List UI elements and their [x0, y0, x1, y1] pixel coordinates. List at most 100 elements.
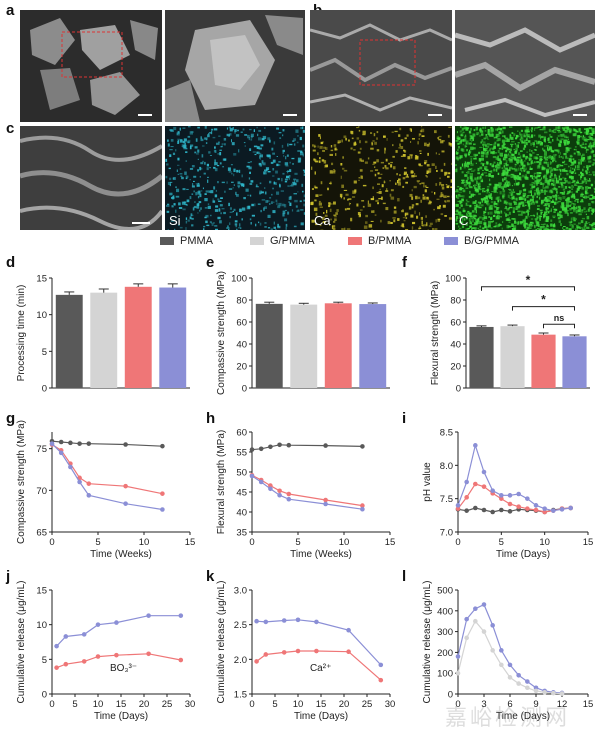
eds-speck: [549, 175, 552, 179]
eds-speck: [494, 225, 497, 227]
eds-speck: [524, 160, 526, 162]
data-point: [268, 483, 273, 488]
eds-speck: [351, 131, 354, 135]
eds-speck: [480, 130, 484, 133]
eds-speck: [205, 220, 208, 224]
eds-speck: [462, 215, 465, 218]
eds-speck: [515, 205, 519, 208]
eds-speck: [525, 201, 527, 203]
eds-speck: [544, 145, 546, 147]
eds-speck: [482, 188, 485, 190]
eds-speck: [557, 217, 561, 220]
data-point: [533, 507, 539, 513]
eds-speck: [440, 140, 444, 144]
eds-speck: [461, 221, 464, 224]
eds-speck: [215, 189, 217, 192]
eds-speck: [541, 135, 544, 139]
eds-speck: [479, 158, 482, 162]
data-point: [58, 439, 64, 445]
eds-speck: [503, 157, 507, 161]
eds-speck: [581, 155, 583, 159]
eds-speck: [381, 196, 383, 200]
eds-speck: [469, 204, 472, 208]
eds-speck: [424, 189, 427, 193]
panel-label-a: a: [6, 2, 15, 19]
eds-speck: [258, 137, 262, 141]
eds-speck: [502, 195, 504, 198]
eds-speck: [200, 167, 203, 170]
eds-speck: [486, 151, 489, 154]
eds-speck: [502, 221, 504, 223]
eds-speck: [494, 201, 496, 205]
eds-speck: [404, 167, 407, 169]
eds-speck: [554, 173, 556, 177]
eds-speck: [202, 160, 204, 163]
eds-speck: [337, 142, 340, 144]
eds-speck: [486, 161, 488, 164]
eds-speck: [584, 178, 588, 181]
eds-speck: [491, 175, 494, 178]
eds-speck: [233, 173, 235, 177]
eds-speck: [456, 196, 460, 199]
eds-speck: [526, 138, 528, 141]
eds-speck: [276, 191, 280, 195]
eds-speck: [562, 188, 566, 191]
eds-speck: [496, 210, 500, 213]
eds-speck: [296, 179, 299, 183]
data-point: [464, 495, 469, 500]
eds-speck: [270, 228, 273, 230]
series-line: [457, 443, 571, 512]
eds-speck: [564, 186, 568, 189]
eds-speck: [399, 143, 401, 147]
eds-speck: [250, 133, 254, 137]
eds-speck: [565, 204, 569, 208]
eds-speck: [504, 135, 506, 138]
eds-speck: [328, 204, 331, 208]
data-point: [258, 446, 264, 452]
eds-speck: [567, 138, 569, 140]
bar: [531, 334, 556, 388]
eds-speck: [481, 217, 484, 221]
eds-speck: [261, 138, 265, 141]
legend-item-b-g-pmma: B/G/PMMA: [444, 235, 519, 247]
eds-speck: [177, 157, 180, 161]
eds-speck: [275, 229, 277, 230]
eds-speck: [487, 188, 490, 192]
eds-speck: [537, 190, 540, 193]
eds-speck: [584, 146, 586, 149]
eds-speck: [439, 177, 441, 180]
eds-speck: [592, 158, 595, 161]
eds-speck: [574, 182, 577, 186]
eds-speck: [505, 206, 507, 209]
eds-speck: [470, 178, 473, 181]
eds-speck: [554, 187, 557, 189]
eds-speck: [506, 208, 510, 211]
eds-speck: [497, 165, 501, 169]
eds-speck: [546, 181, 549, 184]
eds-speck: [496, 203, 499, 206]
eds-speck: [241, 174, 243, 178]
eds-speck: [478, 204, 481, 207]
eds-speck: [503, 165, 505, 168]
eds-speck: [518, 197, 522, 201]
eds-speck: [494, 141, 497, 145]
eds-speck: [392, 166, 396, 170]
eds-speck: [354, 189, 357, 193]
eds-speck: [528, 226, 530, 229]
y-tick-label: 40: [450, 340, 461, 351]
eds-speck: [549, 155, 552, 159]
eds-speck: [339, 193, 343, 198]
eds-speck: [523, 144, 527, 148]
y-tick-label: 65: [36, 528, 47, 539]
x-tick-label: 25: [162, 699, 173, 710]
eds-speck: [378, 198, 382, 200]
eds-speck: [460, 203, 462, 205]
eds-speck: [426, 196, 429, 199]
eds-speck: [547, 155, 551, 159]
eds-speck: [421, 224, 424, 226]
eds-speck: [470, 127, 472, 131]
eds-speck: [585, 186, 589, 189]
eds-speck: [207, 176, 209, 178]
eds-speck: [186, 199, 190, 203]
